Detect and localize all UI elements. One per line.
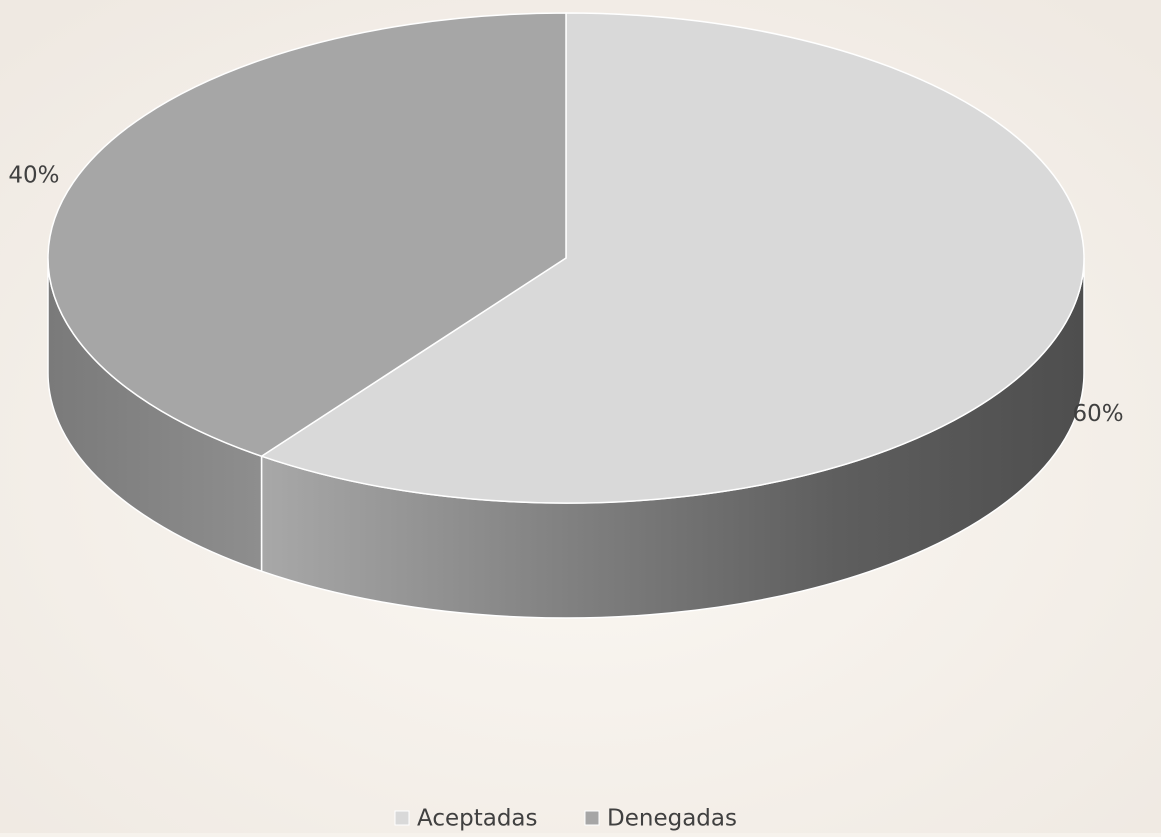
legend-swatch [395,811,409,825]
legend-swatch [585,811,599,825]
legend-label: Denegadas [607,806,737,832]
legend-label: Aceptadas [417,806,538,832]
data-label: 40% [8,163,59,189]
page: {"chart_data": {"type": "pie", "categori… [0,0,1161,833]
chart: 60% 40% Aceptadas Denegadas [0,0,1161,833]
data-label: 60% [1072,401,1123,427]
